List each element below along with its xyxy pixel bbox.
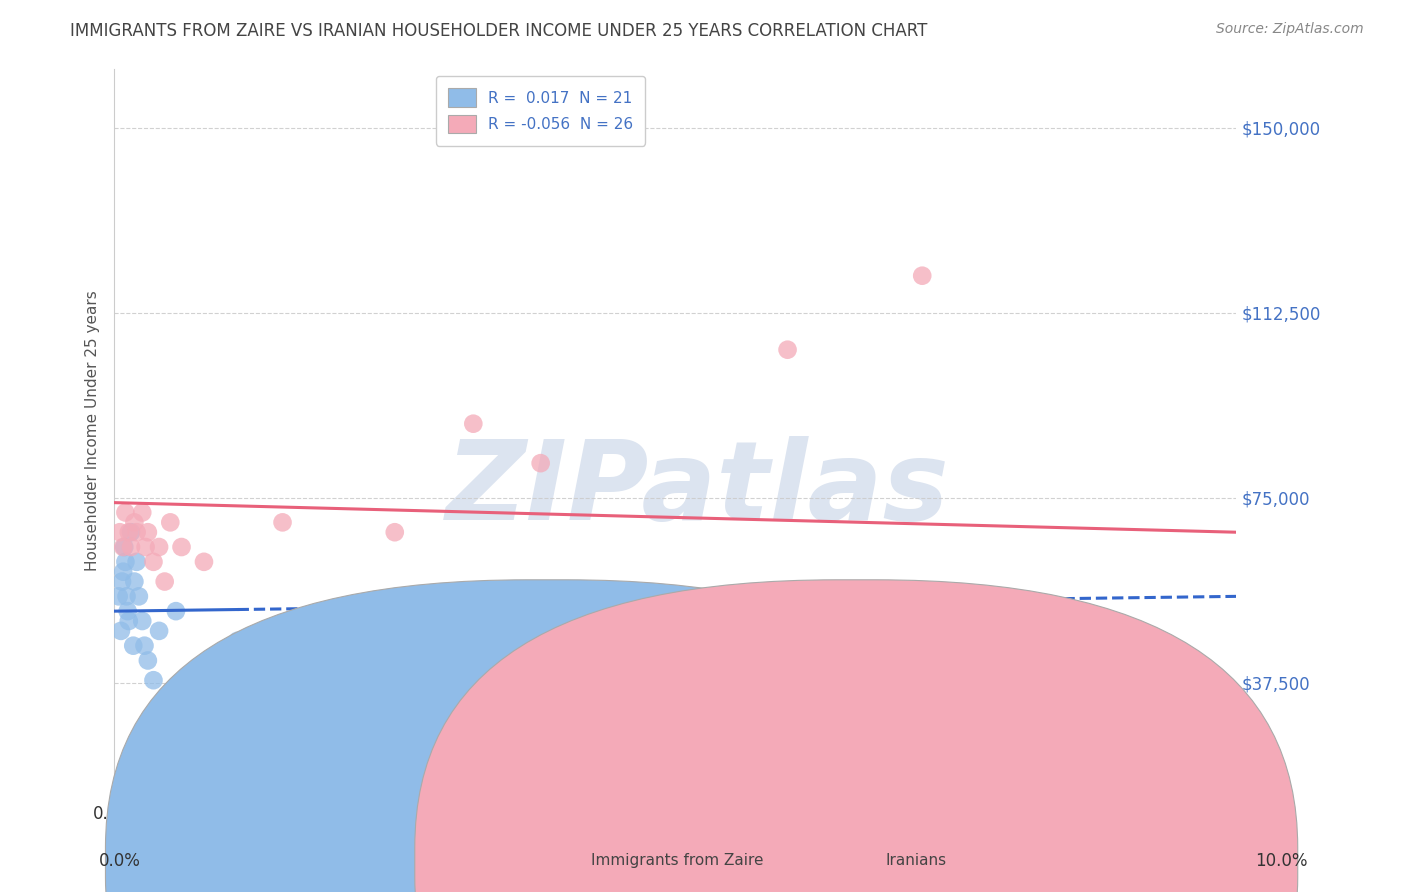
Text: Immigrants from Zaire: Immigrants from Zaire <box>591 854 763 868</box>
Point <box>115 590 138 604</box>
Point <box>128 590 150 604</box>
Point <box>114 506 136 520</box>
Point <box>1024 673 1046 688</box>
Text: 10.0%: 10.0% <box>1256 852 1308 870</box>
Point <box>134 639 156 653</box>
Point <box>193 555 215 569</box>
Point <box>112 540 135 554</box>
Point <box>122 639 145 653</box>
Point <box>110 624 132 638</box>
Point <box>120 525 142 540</box>
Text: Iranians: Iranians <box>886 854 946 868</box>
Point <box>131 506 153 520</box>
Text: IMMIGRANTS FROM ZAIRE VS IRANIAN HOUSEHOLDER INCOME UNDER 25 YEARS CORRELATION C: IMMIGRANTS FROM ZAIRE VS IRANIAN HOUSEHO… <box>70 22 928 40</box>
Point <box>125 555 148 569</box>
Point <box>159 516 181 530</box>
Point <box>124 574 146 589</box>
Point <box>463 417 485 431</box>
Point <box>142 673 165 688</box>
Point <box>124 516 146 530</box>
Point <box>131 614 153 628</box>
Point <box>114 555 136 569</box>
Point <box>1114 688 1136 702</box>
Point <box>118 525 141 540</box>
Point <box>165 604 187 618</box>
Point <box>153 574 176 589</box>
Point <box>226 633 249 648</box>
Point <box>142 555 165 569</box>
Point <box>530 456 553 470</box>
Point <box>664 703 686 717</box>
Text: Source: ZipAtlas.com: Source: ZipAtlas.com <box>1216 22 1364 37</box>
Point <box>148 540 170 554</box>
Point <box>111 574 134 589</box>
Point <box>118 614 141 628</box>
Point <box>136 525 159 540</box>
Point <box>148 624 170 638</box>
Point <box>271 516 294 530</box>
Text: ZIPatlas: ZIPatlas <box>446 435 949 542</box>
Point <box>117 604 139 618</box>
Point <box>112 540 135 554</box>
Legend: R =  0.017  N = 21, R = -0.056  N = 26: R = 0.017 N = 21, R = -0.056 N = 26 <box>436 76 645 145</box>
Point <box>911 268 934 283</box>
Point <box>120 540 142 554</box>
Point <box>135 540 157 554</box>
Point <box>108 525 131 540</box>
Point <box>112 565 135 579</box>
Text: 0.0%: 0.0% <box>98 852 141 870</box>
Y-axis label: Householder Income Under 25 years: Householder Income Under 25 years <box>86 291 100 572</box>
Point <box>125 525 148 540</box>
Point <box>384 525 406 540</box>
Point <box>866 703 889 717</box>
Point <box>107 590 129 604</box>
Point <box>170 540 193 554</box>
Point <box>136 653 159 667</box>
Point <box>776 343 799 357</box>
